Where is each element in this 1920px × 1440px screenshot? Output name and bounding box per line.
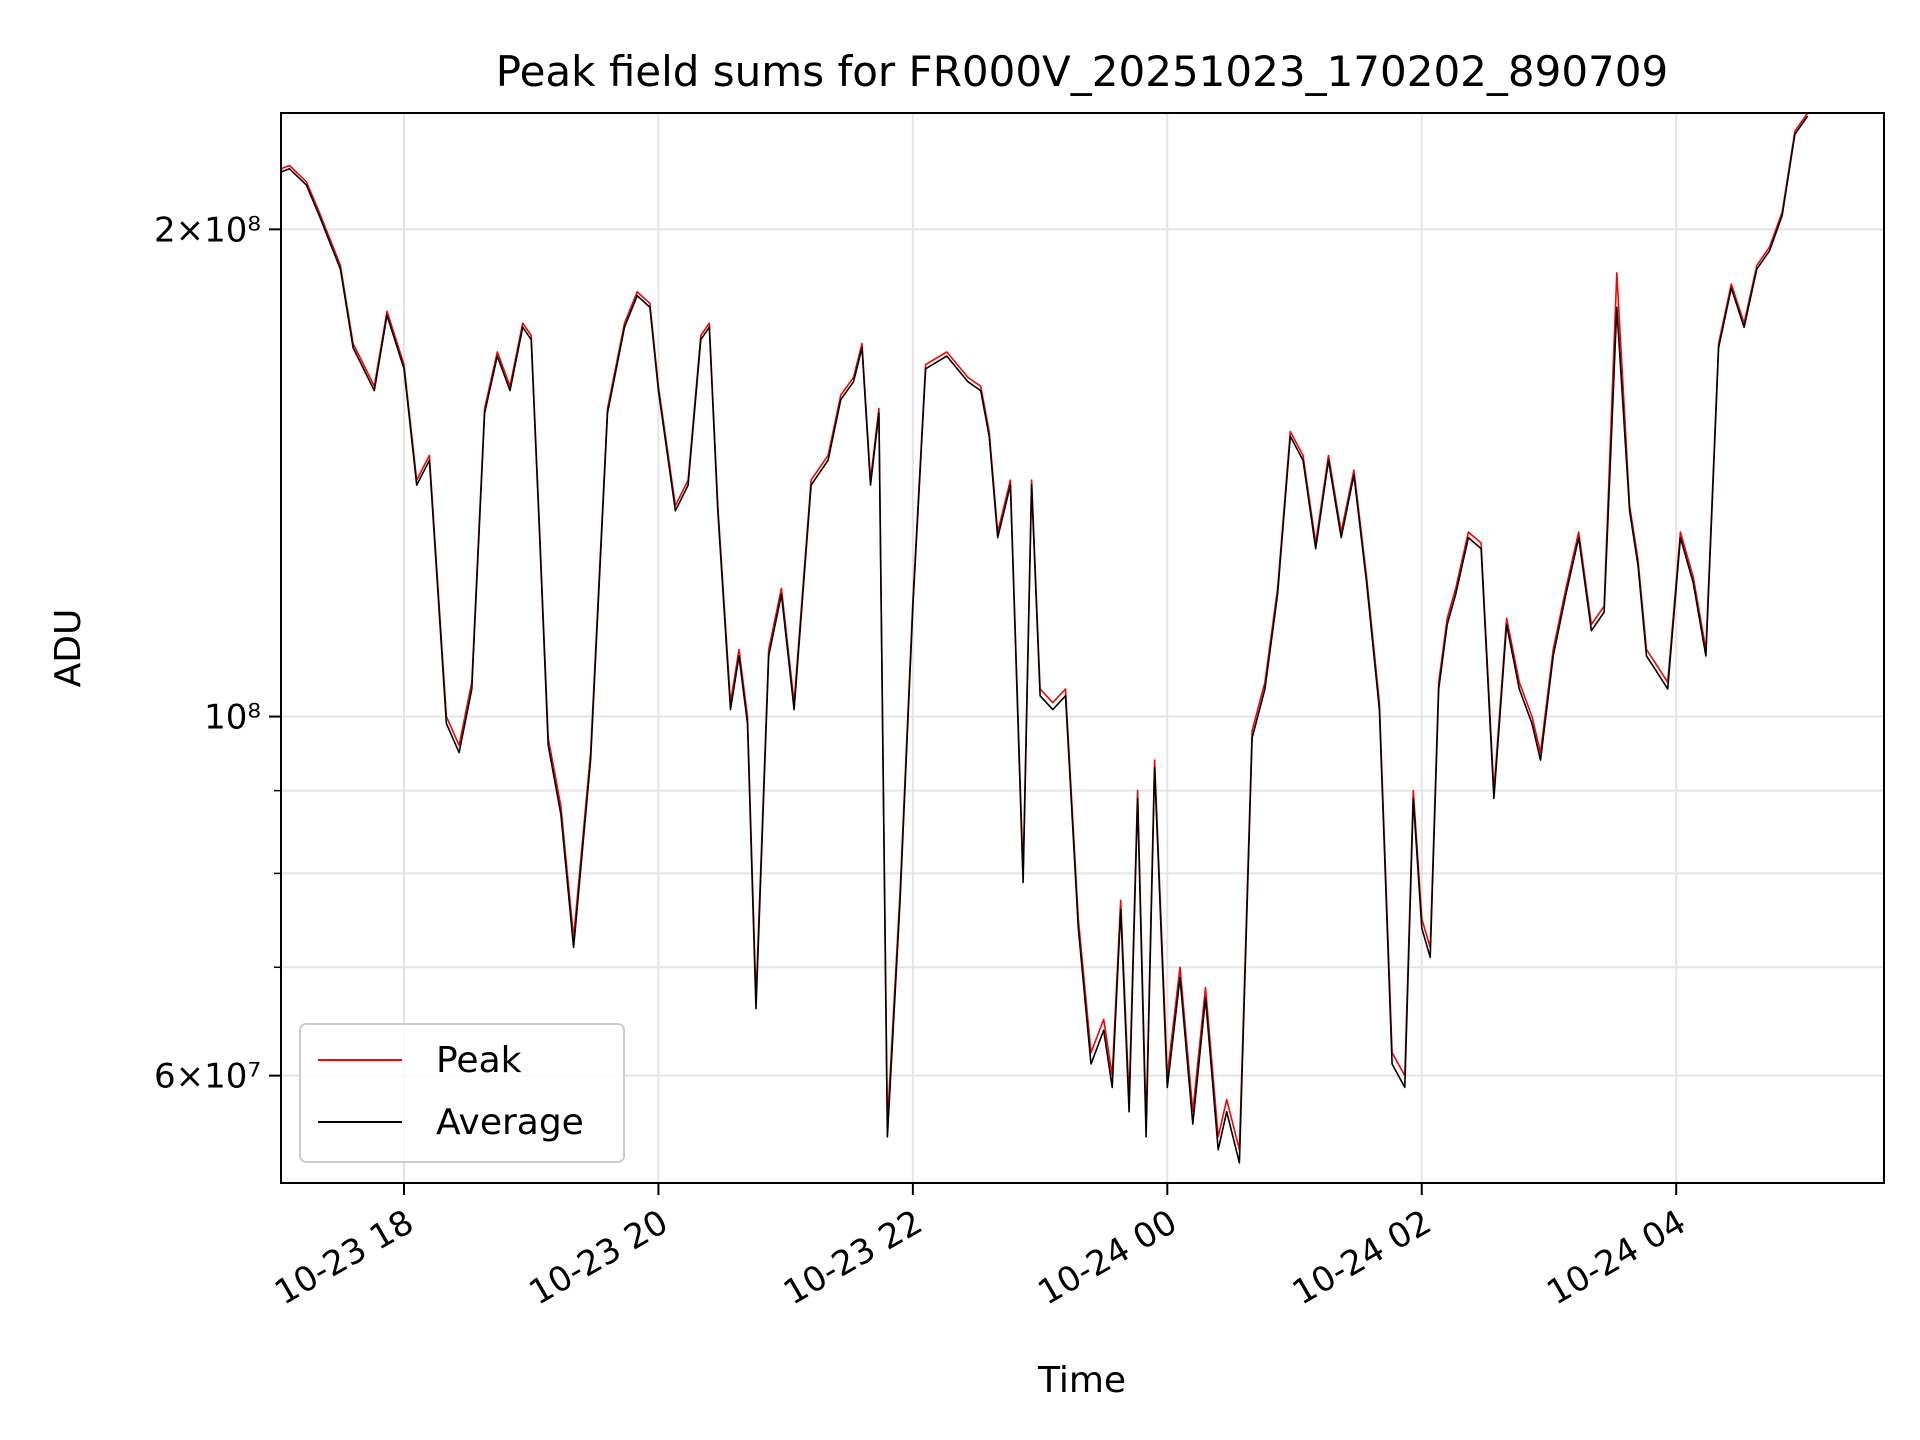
y-tick-label: 10⁸ xyxy=(204,698,261,738)
series-line-average xyxy=(280,115,1809,1164)
legend-average-label: Average xyxy=(436,1102,584,1143)
grid xyxy=(281,113,1884,1183)
y-axis-title: ADU xyxy=(48,609,89,688)
y-axis: 6×10⁷ 10⁸ 2×10⁸ xyxy=(154,210,281,1097)
series-lines xyxy=(280,112,1809,1164)
x-axis-title: Time xyxy=(1037,1360,1126,1401)
y-tick-label: 2×10⁸ xyxy=(154,210,261,250)
y-tick-label: 6×10⁷ xyxy=(154,1057,261,1097)
chart-title: Peak field sums for FR000V_20251023_1702… xyxy=(496,47,1668,96)
legend: Peak Average xyxy=(299,1023,625,1163)
plot-frame xyxy=(280,112,1885,1184)
legend-box xyxy=(299,1023,625,1163)
legend-peak-label: Peak xyxy=(436,1040,522,1081)
